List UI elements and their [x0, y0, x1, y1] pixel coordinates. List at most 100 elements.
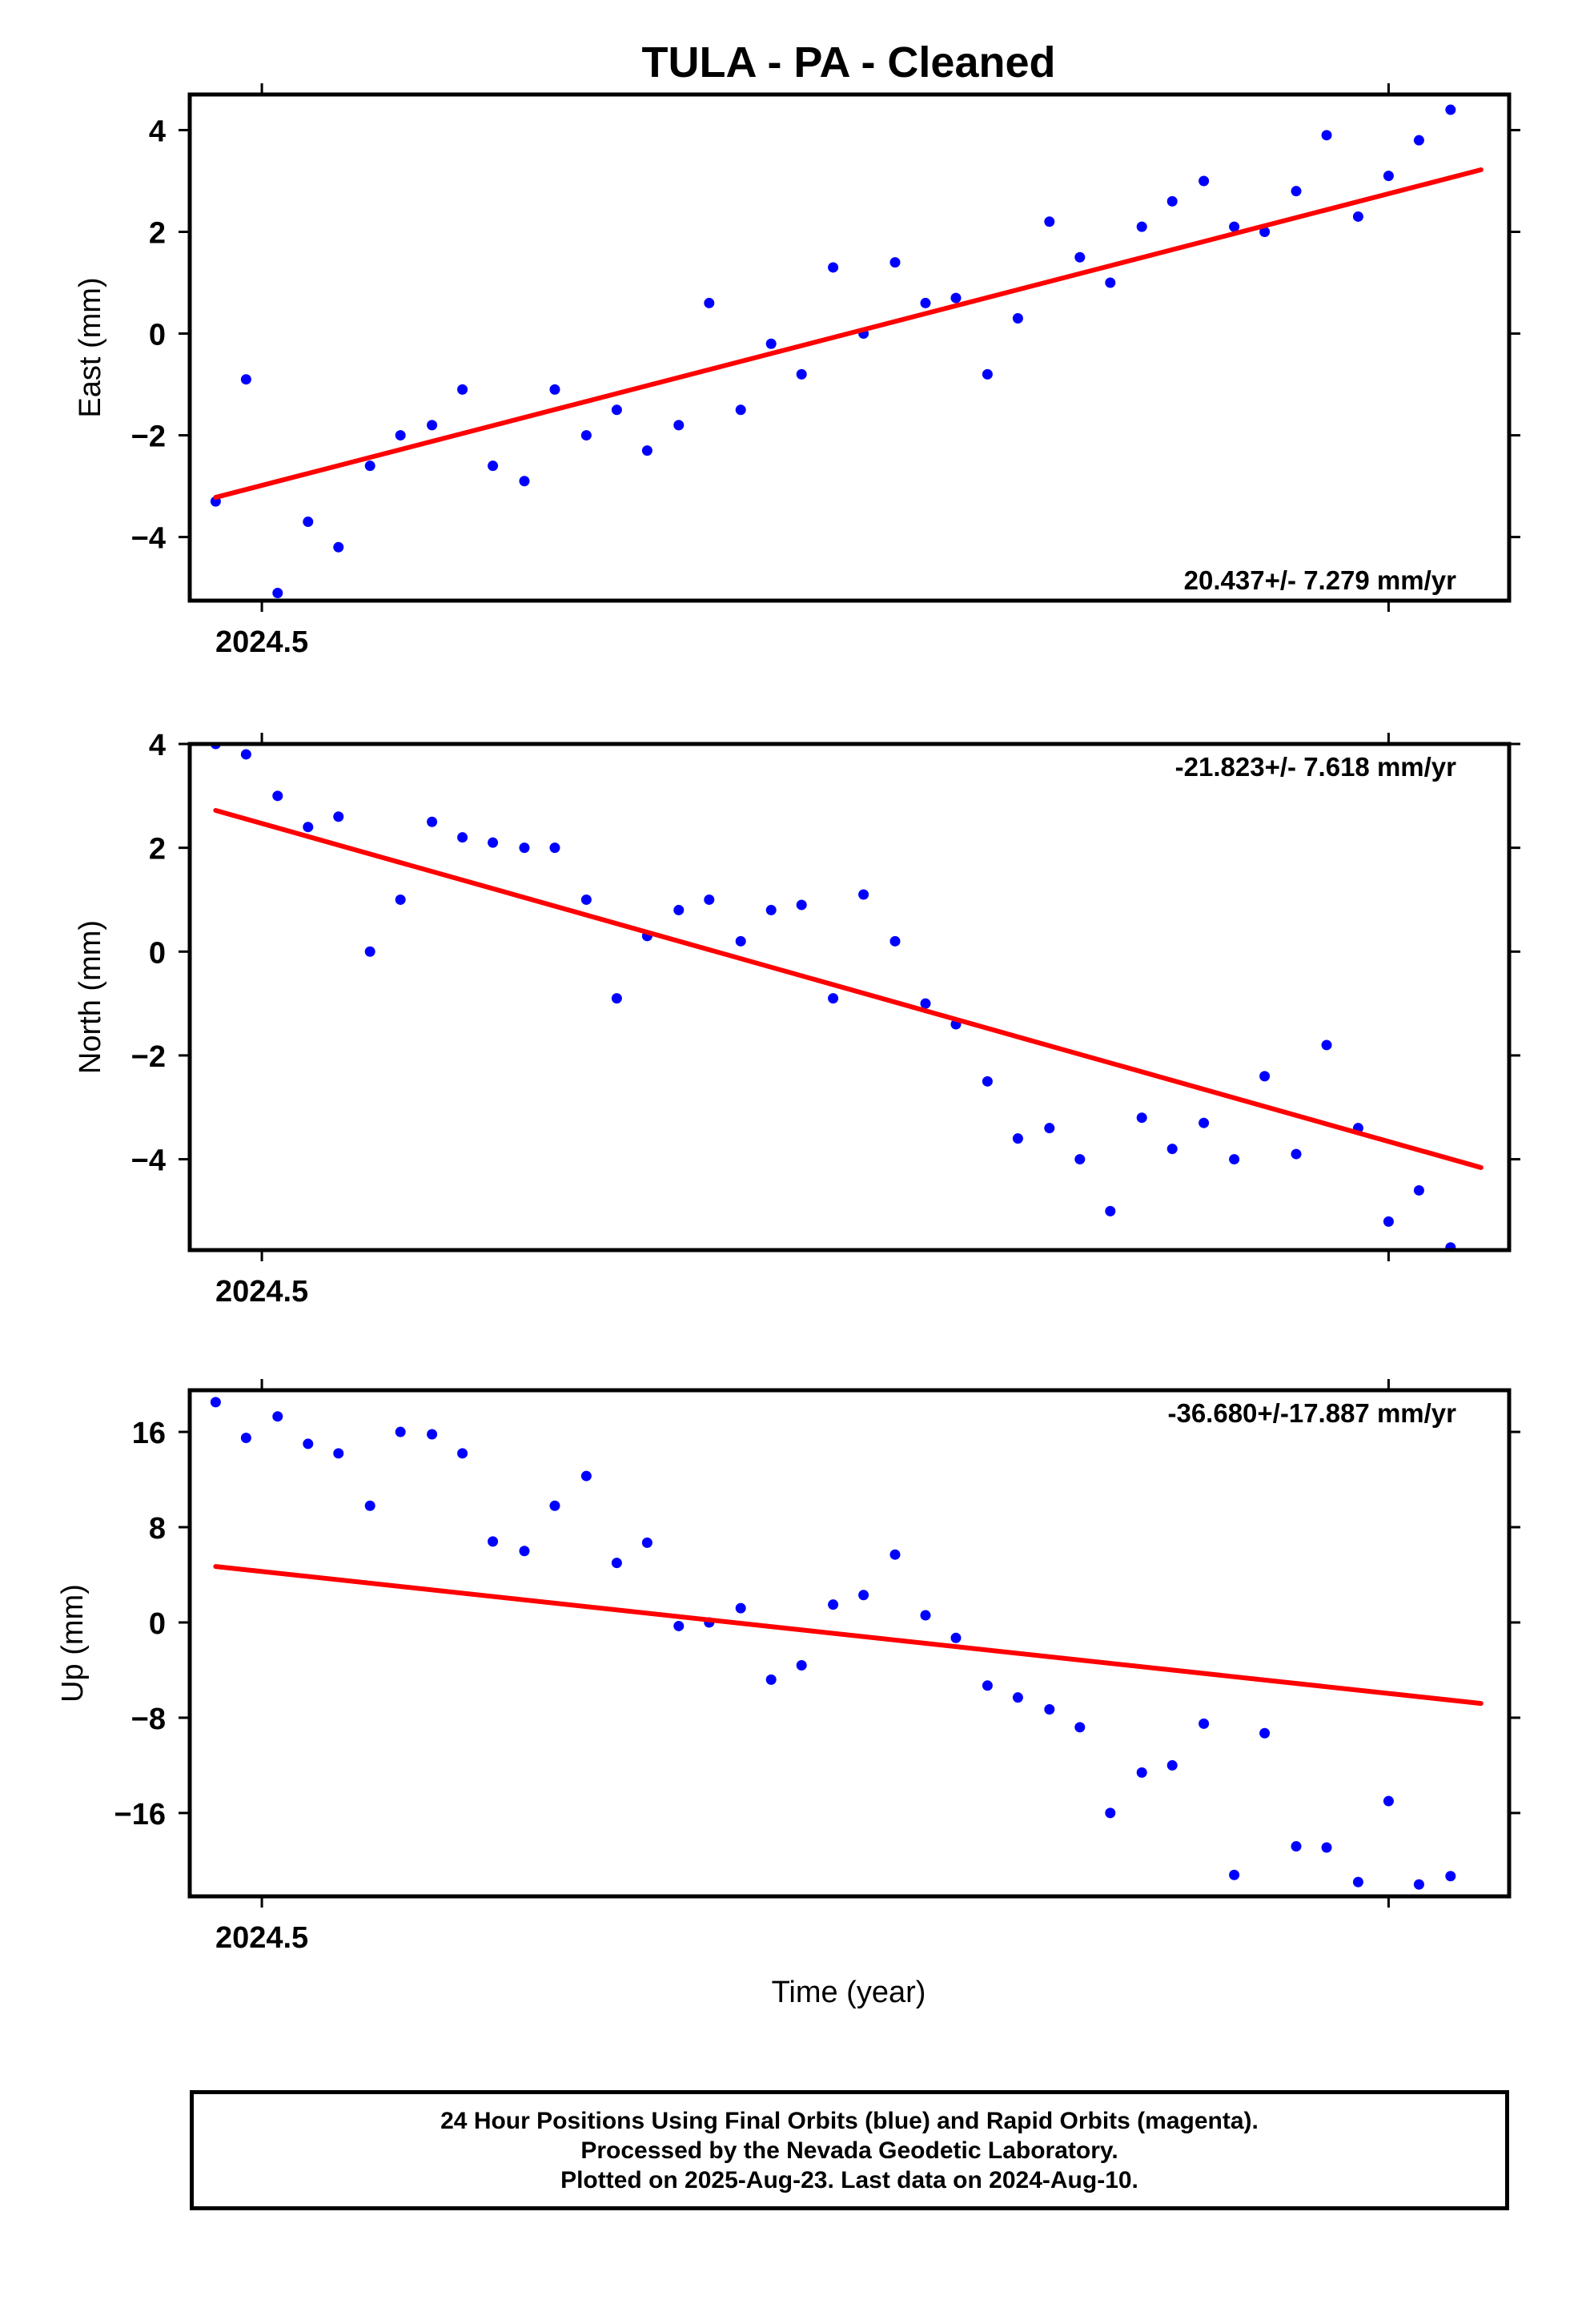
east-data-point: [1166, 195, 1178, 207]
footer-note-box: 24 Hour Positions Using Final Orbits (bl…: [190, 2090, 1509, 2210]
up-ytick-label: 16: [132, 1417, 166, 1450]
east-fit-line: [213, 167, 1484, 501]
x-axis-label: Time (year): [772, 1976, 926, 2009]
up-data-point: [828, 1599, 839, 1610]
east-data-point: [1291, 186, 1302, 197]
east-data-point: [457, 384, 468, 395]
east-data-point: [982, 368, 993, 380]
up-xtick-label: 2024.5: [215, 1921, 308, 1955]
north-frame: [187, 742, 1512, 1252]
north-data-point: [704, 894, 715, 905]
up-data-point: [1321, 1842, 1332, 1853]
up-panel: −16 −8 0 8 16 2024.5 -36.680+/-17.887 mm/yr Up …: [56, 1379, 1520, 1955]
up-plot-area: [210, 1397, 1484, 1890]
up-data-point: [950, 1632, 962, 1643]
east-data-point: [1199, 175, 1210, 187]
east-data-point: [889, 257, 901, 268]
footer-line-2: Processed by the Nevada Geodetic Laborat…: [580, 2137, 1118, 2164]
east-panel: −4 −2 0 2 4 2024.5 20.437+/- 7.279 mm/yr East (…: [74, 83, 1520, 659]
north-data-point: [427, 816, 438, 827]
north-data-point: [395, 894, 406, 905]
up-data-point: [920, 1610, 931, 1621]
north-data-point: [519, 842, 530, 854]
east-frame: [187, 92, 1512, 603]
up-rate-label: -36.680+/-17.887 mm/yr: [1167, 1398, 1456, 1428]
north-data-point: [1166, 1144, 1178, 1155]
north-data-point: [796, 899, 807, 911]
east-data-point: [272, 587, 283, 598]
up-data-point: [611, 1558, 622, 1569]
up-data-point: [1291, 1841, 1302, 1852]
east-data-point: [519, 476, 530, 487]
east-data-point: [1321, 130, 1332, 141]
east-data-point: [641, 445, 652, 456]
north-data-point: [1044, 1123, 1055, 1134]
east-xtick-label: 2024.5: [215, 625, 308, 659]
north-rate-label: -21.823+/- 7.618 mm/yr: [1175, 752, 1456, 782]
up-data-point: [1445, 1871, 1456, 1882]
east-ytick-label: 0: [149, 319, 166, 352]
north-data-point: [333, 811, 344, 822]
east-data-point: [395, 430, 406, 441]
north-data-point: [580, 894, 592, 905]
up-data-point: [858, 1590, 869, 1601]
north-data-point: [920, 998, 931, 1009]
up-data-point: [333, 1448, 344, 1459]
north-data-point: [1199, 1117, 1210, 1128]
up-y-axis-label: Up (mm): [56, 1584, 90, 1703]
north-data-point: [240, 749, 251, 760]
north-data-point: [858, 889, 869, 900]
up-data-point: [210, 1397, 221, 1408]
north-data-point: [1012, 1133, 1023, 1144]
east-data-point: [1445, 104, 1456, 115]
east-data-point: [1074, 251, 1086, 263]
up-data-point: [272, 1411, 283, 1422]
east-data-point: [704, 297, 715, 308]
north-data-point: [765, 904, 777, 915]
up-data-point: [427, 1429, 438, 1440]
north-data-point: [889, 935, 901, 947]
up-ytick-label: 0: [149, 1607, 166, 1641]
up-data-point: [303, 1438, 314, 1449]
up-data-point: [1136, 1767, 1147, 1778]
up-data-point: [982, 1680, 993, 1691]
north-data-point: [1074, 1154, 1086, 1165]
north-data-point: [457, 832, 468, 843]
up-data-point: [519, 1546, 530, 1557]
east-rate-label: 20.437+/- 7.279 mm/yr: [1184, 565, 1456, 595]
north-data-point: [272, 790, 283, 802]
up-frame: [187, 1388, 1512, 1899]
east-data-point: [796, 368, 807, 380]
east-data-point: [1105, 277, 1116, 288]
figure-title: TULA - PA - Cleaned: [641, 38, 1055, 86]
east-data-point: [1229, 221, 1240, 232]
east-data-point: [488, 460, 499, 472]
up-data-point: [765, 1674, 777, 1685]
north-data-point: [673, 904, 685, 915]
up-data-point: [580, 1470, 592, 1482]
up-data-point: [1105, 1807, 1116, 1819]
east-ytick-label: 4: [149, 115, 166, 148]
north-ytick-label: 0: [149, 936, 166, 970]
east-data-point: [1044, 216, 1055, 227]
up-data-point: [549, 1500, 560, 1511]
up-data-point: [1012, 1692, 1023, 1703]
east-data-point: [364, 460, 375, 472]
north-data-point: [735, 935, 746, 947]
north-data-point: [1321, 1039, 1332, 1051]
east-data-point: [1383, 171, 1394, 182]
up-ytick-label: 8: [149, 1512, 166, 1546]
east-data-point: [240, 374, 251, 385]
north-ytick-label: 4: [149, 729, 166, 762]
chart-panels: −4 −2 0 2 4 2024.5 20.437+/- 7.279 mm/yr East (…: [56, 83, 1520, 1955]
up-data-point: [364, 1500, 375, 1511]
north-xtick-label: 2024.5: [215, 1275, 308, 1309]
east-data-point: [580, 430, 592, 441]
up-data-point: [641, 1537, 652, 1548]
up-fit-line: [213, 1564, 1484, 1707]
east-data-point: [427, 420, 438, 431]
up-data-point: [889, 1549, 901, 1560]
east-data-point: [303, 517, 314, 528]
east-plot-area: [210, 104, 1484, 598]
north-data-point: [1259, 1071, 1271, 1082]
